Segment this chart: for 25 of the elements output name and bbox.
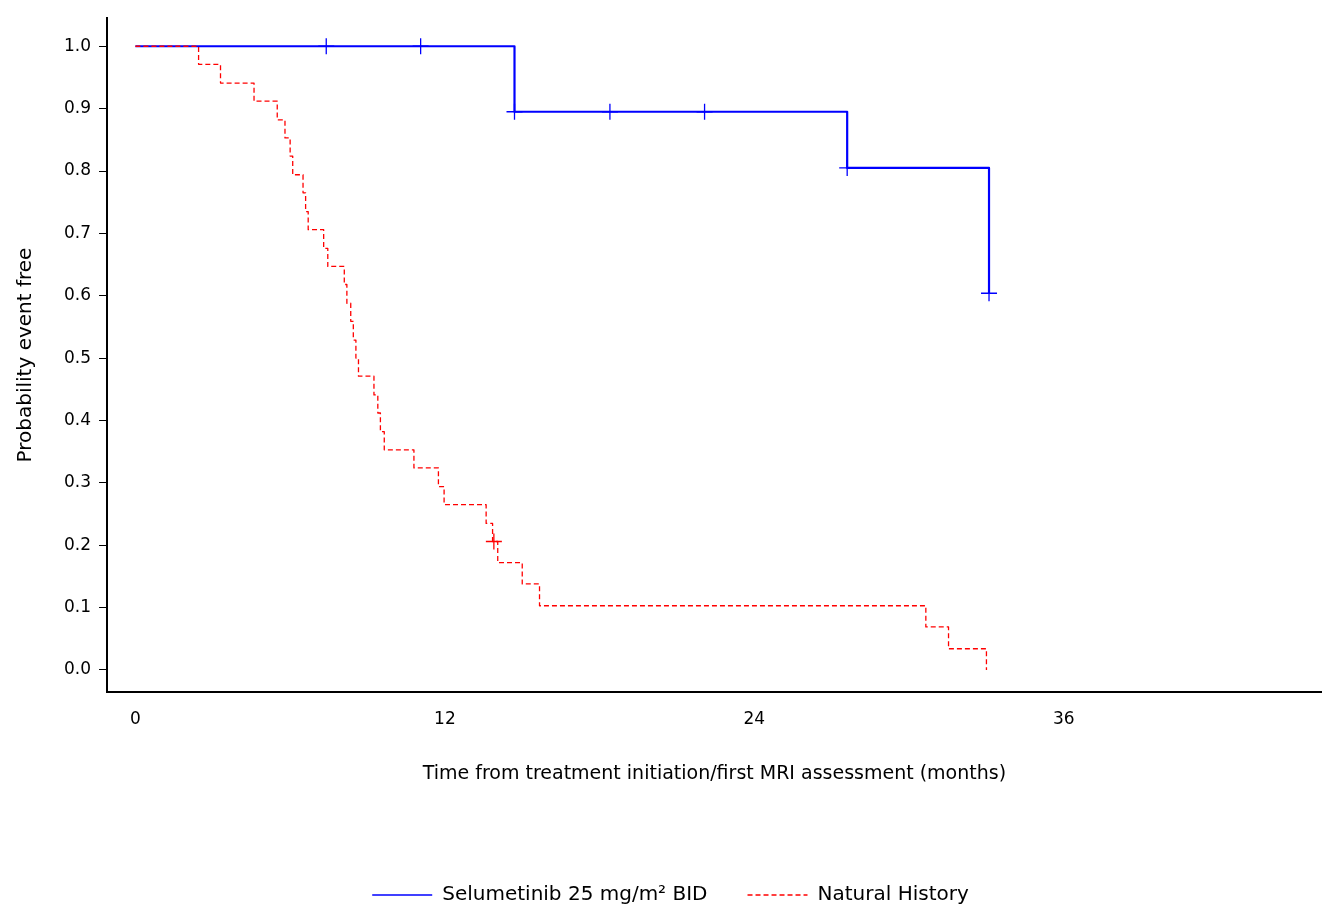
x-axis-title: Time from treatment initiation/first MRI assessment (months) [421,760,1007,783]
y-axis-title: Probability event free [12,247,37,463]
x-tick-label: 36 [1052,708,1075,729]
point [505,103,524,121]
y-tick-label: 0.7 [63,221,92,242]
x-tick-label: 12 [434,708,456,729]
legend-label: Selumetinib 25 mg/m² BID [442,881,708,906]
y-tick-label: 0.9 [63,97,92,118]
y-tick-label: 1.0 [63,34,92,55]
y-tick-label: 0.1 [63,596,92,617]
y-tick-label: 0.4 [63,408,92,429]
y-tick-label: 0.3 [63,471,92,492]
point [695,103,714,121]
point [411,37,430,55]
y-tick-label: 0.2 [63,533,92,554]
point [601,103,619,121]
y-tick-label: 0.0 [63,658,92,679]
x-tick-label: 0 [129,708,141,729]
point [317,37,335,55]
legend-label: Natural History [817,881,969,906]
point [485,532,503,551]
x-tick-label: 24 [743,708,766,729]
y-tick-label: 0.5 [63,346,92,367]
y-tick-label: 0.6 [63,284,92,305]
y-tick-label: 0.8 [63,159,92,180]
